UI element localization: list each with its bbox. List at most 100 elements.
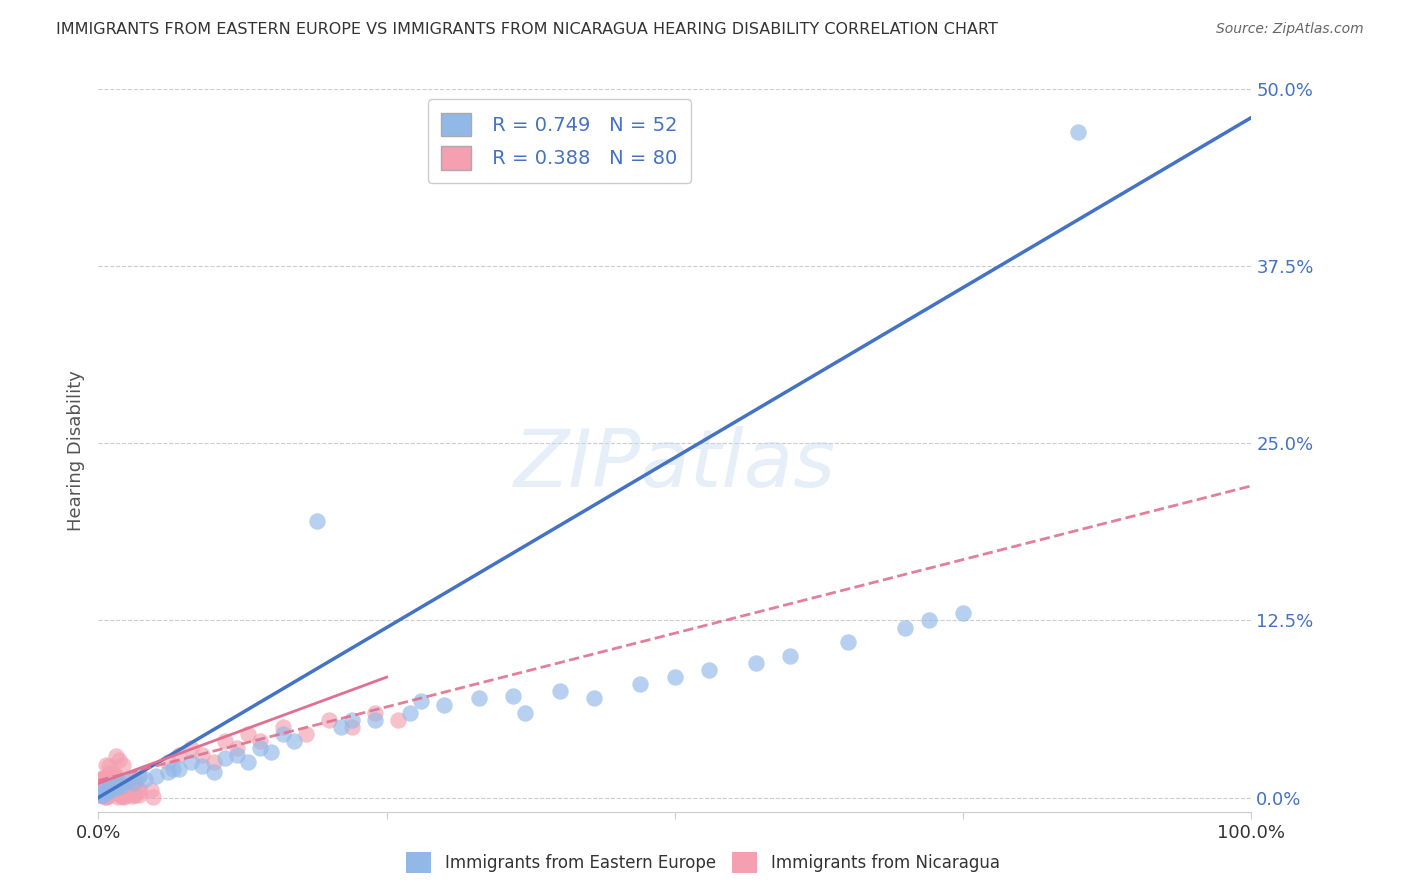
Point (664, 670, 686, 684)
Point (202, 755, 225, 769)
Point (468, 691, 491, 706)
Point (94, 790, 117, 805)
Legend: Immigrants from Eastern Europe, Immigrants from Nicaragua: Immigrants from Eastern Europe, Immigran… (399, 846, 1007, 880)
Legend:  R = 0.749   N = 52,  R = 0.388   N = 80: R = 0.749 N = 52, R = 0.388 N = 80 (427, 99, 692, 184)
Point (90, 786, 112, 800)
Point (295, 727, 318, 741)
Point (117, 773, 139, 788)
Point (96, 776, 118, 790)
Point (398, 706, 420, 720)
Point (162, 762, 184, 776)
Point (180, 741, 202, 756)
Point (364, 706, 387, 720)
Point (105, 769, 128, 783)
Point (90, 780, 112, 794)
Point (1067, 125, 1090, 139)
Point (91, 773, 114, 788)
Point (260, 745, 283, 759)
Point (91, 783, 114, 797)
Text: IMMIGRANTS FROM EASTERN EUROPE VS IMMIGRANTS FROM NICARAGUA HEARING DISABILITY C: IMMIGRANTS FROM EASTERN EUROPE VS IMMIGR… (56, 22, 998, 37)
Point (89, 788, 111, 802)
Point (214, 751, 236, 765)
Point (141, 783, 163, 797)
Point (513, 706, 536, 720)
Point (97, 782, 120, 797)
Point (97, 789, 120, 803)
Point (271, 720, 294, 734)
Point (191, 747, 214, 762)
Point (128, 768, 150, 782)
Point (110, 789, 132, 803)
Point (283, 734, 305, 748)
Point (93, 772, 115, 786)
Point (124, 773, 146, 788)
Point (105, 748, 128, 763)
Point (340, 720, 363, 734)
Y-axis label: Hearing Disability: Hearing Disability (66, 370, 84, 531)
Point (271, 727, 294, 741)
Point (127, 781, 149, 796)
Point (96, 786, 118, 800)
Point (110, 779, 132, 793)
Point (96, 784, 118, 798)
Point (111, 758, 134, 772)
Point (94, 786, 117, 800)
Point (112, 789, 135, 804)
Point (120, 781, 142, 796)
Point (628, 677, 651, 691)
Point (249, 741, 271, 756)
Point (167, 747, 190, 762)
Point (87, 772, 110, 787)
Point (98, 765, 121, 780)
Point (411, 694, 433, 708)
Point (134, 772, 156, 786)
Point (103, 783, 125, 797)
Point (583, 691, 606, 706)
Point (156, 755, 179, 769)
Point (238, 755, 260, 769)
Point (90, 783, 112, 797)
Point (387, 713, 409, 727)
Point (433, 698, 456, 713)
Point (93, 785, 115, 799)
Point (225, 747, 247, 762)
Point (97, 772, 120, 787)
Point (103, 767, 125, 781)
Point (91, 787, 114, 801)
Point (202, 765, 225, 780)
Point (917, 614, 939, 628)
Point (97, 759, 120, 773)
Text: ZIPatlas: ZIPatlas (513, 425, 837, 504)
Point (91, 788, 114, 802)
Point (89, 786, 111, 800)
Point (87, 788, 110, 802)
Point (699, 663, 721, 677)
Point (307, 514, 329, 528)
Point (117, 778, 139, 792)
Point (129, 783, 152, 797)
Point (96, 757, 118, 772)
Point (214, 734, 236, 748)
Point (117, 773, 139, 788)
Point (104, 780, 127, 795)
Point (145, 769, 167, 783)
Point (93, 771, 115, 785)
Point (318, 713, 340, 727)
Point (142, 790, 165, 805)
Point (101, 779, 124, 793)
Text: Source: ZipAtlas.com: Source: ZipAtlas.com (1216, 22, 1364, 37)
Point (124, 788, 146, 802)
Point (191, 759, 214, 773)
Point (96, 784, 118, 798)
Point (90, 788, 112, 802)
Point (97, 775, 120, 789)
Point (89, 772, 111, 787)
Point (502, 689, 524, 703)
Point (122, 776, 145, 790)
Point (91, 780, 114, 794)
Point (90, 784, 112, 798)
Point (98, 784, 121, 798)
Point (111, 789, 134, 803)
Point (121, 789, 143, 803)
Point (894, 621, 917, 635)
